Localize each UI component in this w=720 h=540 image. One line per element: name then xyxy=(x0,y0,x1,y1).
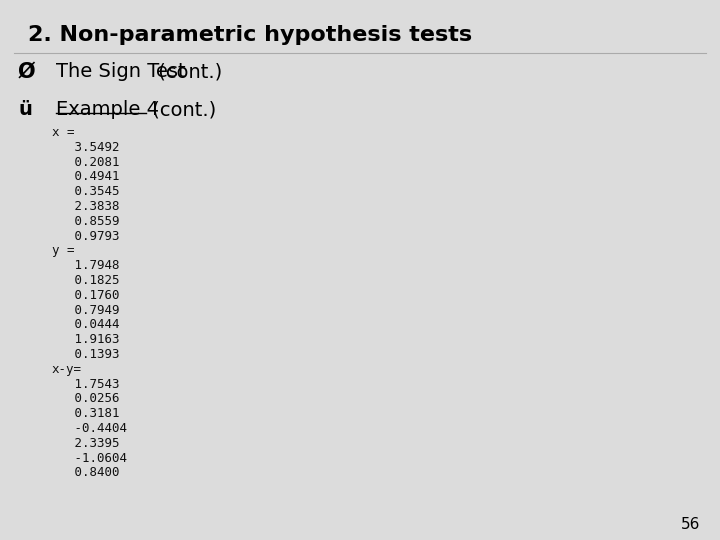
Text: 0.1760: 0.1760 xyxy=(52,289,120,302)
Text: ü: ü xyxy=(18,100,32,119)
Text: 0.1393: 0.1393 xyxy=(52,348,120,361)
Text: y =: y = xyxy=(52,245,74,258)
Text: 2.3395: 2.3395 xyxy=(52,437,120,450)
Text: 0.3545: 0.3545 xyxy=(52,185,120,198)
Text: 0.7949: 0.7949 xyxy=(52,303,120,316)
Text: 0.0256: 0.0256 xyxy=(52,393,120,406)
Text: 1.7948: 1.7948 xyxy=(52,259,120,272)
Text: 0.1825: 0.1825 xyxy=(52,274,120,287)
Text: 3.5492: 3.5492 xyxy=(52,141,120,154)
Text: 0.2081: 0.2081 xyxy=(52,156,120,168)
Text: (cont.): (cont.) xyxy=(152,62,222,81)
Text: (cont.): (cont.) xyxy=(146,100,216,119)
Text: 0.8400: 0.8400 xyxy=(52,467,120,480)
Text: Ø: Ø xyxy=(18,62,35,82)
Text: The Sign Test: The Sign Test xyxy=(56,62,186,81)
Text: 2.3838: 2.3838 xyxy=(52,200,120,213)
Text: 1.9163: 1.9163 xyxy=(52,333,120,346)
Text: 0.0444: 0.0444 xyxy=(52,319,120,332)
Text: x-y=: x-y= xyxy=(52,363,82,376)
Text: -1.0604: -1.0604 xyxy=(52,451,127,464)
Text: 2. Non-parametric hypothesis tests: 2. Non-parametric hypothesis tests xyxy=(28,25,472,45)
Text: -0.4404: -0.4404 xyxy=(52,422,127,435)
Text: 0.3181: 0.3181 xyxy=(52,407,120,420)
Text: 0.9793: 0.9793 xyxy=(52,230,120,242)
Text: 0.8559: 0.8559 xyxy=(52,215,120,228)
Text: 0.4941: 0.4941 xyxy=(52,171,120,184)
Text: 1.7543: 1.7543 xyxy=(52,377,120,390)
Text: 56: 56 xyxy=(680,517,700,532)
Text: x =: x = xyxy=(52,126,74,139)
Text: Example 4: Example 4 xyxy=(56,100,159,119)
